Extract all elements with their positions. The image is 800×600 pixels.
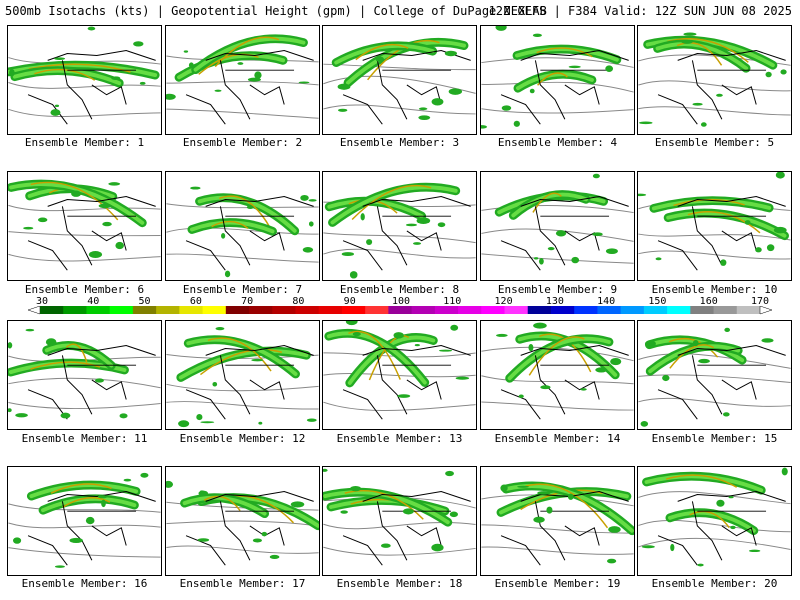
colorbar-bar (27, 306, 773, 315)
colorbar-swatch-21 (504, 306, 529, 314)
ensemble-member-8-caption: Ensemble Member: 8 (339, 283, 460, 296)
ensemble-member-5-map (637, 25, 792, 135)
colorbar-swatch-31 (736, 306, 761, 314)
colorbar-swatch-14 (341, 306, 366, 314)
ensemble-member-18-caption: Ensemble Member: 18 (336, 577, 463, 590)
colorbar-tick-label: 90 (343, 296, 356, 307)
colorbar-swatch-1 (40, 306, 64, 314)
ensemble-member-3-map (322, 25, 477, 135)
colorbar-tick-label: 170 (750, 296, 770, 307)
ensemble-member-1-caption: Ensemble Member: 1 (24, 136, 145, 149)
colorbar-tick-label: 80 (292, 296, 305, 307)
header: 500mb Isotachs (kts) | Geopotential Heig… (0, 0, 800, 22)
colorbar-tick-label: 130 (545, 296, 564, 307)
ensemble-member-9-caption: Ensemble Member: 9 (497, 283, 618, 296)
ensemble-member-10-caption: Ensemble Member: 10 (651, 283, 778, 296)
ensemble-member-6-caption: Ensemble Member: 6 (24, 283, 145, 296)
colorbar-swatch-30 (713, 306, 738, 314)
ensemble-member-2-caption: Ensemble Member: 2 (182, 136, 303, 149)
colorbar-tick-label: 70 (241, 296, 254, 307)
ensemble-member-20-caption: Ensemble Member: 20 (651, 577, 778, 590)
colorbar-swatch-20 (481, 306, 506, 314)
colorbar-swatch-4 (109, 306, 134, 314)
colorbar-tick-label: 160 (699, 296, 718, 307)
ensemble-member-8-map (322, 171, 477, 281)
colorbar-swatch-7 (179, 306, 204, 314)
colorbar-left-extension (27, 306, 41, 315)
colorbar-swatch-15 (365, 306, 389, 314)
header-valid-time: 12Z GEFS | F384 Valid: 12Z SUN JUN 08 20… (488, 4, 792, 18)
ensemble-member-10-map (637, 171, 792, 281)
ensemble-member-15-caption: Ensemble Member: 15 (651, 432, 778, 445)
ensemble-member-16-map (7, 466, 162, 576)
colorbar-swatch-17 (411, 306, 436, 314)
colorbar-swatch-19 (458, 306, 482, 314)
ensemble-member-12-caption: Ensemble Member: 12 (179, 432, 306, 445)
ensemble-member-16-caption: Ensemble Member: 16 (21, 577, 148, 590)
colorbar-tick-label: 150 (648, 296, 667, 307)
colorbar-swatch-5 (132, 306, 157, 314)
ensemble-member-13-map (322, 320, 477, 430)
ensemble-member-11-caption: Ensemble Member: 11 (21, 432, 148, 445)
colorbar-tick-label: 120 (494, 296, 513, 307)
colorbar-right-extension (759, 306, 773, 315)
colorbar-swatch-8 (202, 306, 227, 314)
colorbar-swatch-28 (667, 306, 691, 314)
ensemble-member-7-map (165, 171, 320, 281)
colorbar-swatch-11 (272, 306, 296, 314)
ensemble-member-13-caption: Ensemble Member: 13 (336, 432, 463, 445)
ensemble-member-3-caption: Ensemble Member: 3 (339, 136, 460, 149)
ensemble-member-7-caption: Ensemble Member: 7 (182, 283, 303, 296)
ensemble-member-4-map (480, 25, 635, 135)
colorbar-swatch-12 (295, 306, 320, 314)
colorbar-swatch-9 (225, 306, 250, 314)
colorbar-swatch-25 (597, 306, 622, 314)
colorbar-swatch-3 (86, 306, 111, 314)
colorbar-swatch-13 (318, 306, 343, 314)
colorbar-swatch-23 (550, 306, 575, 314)
ensemble-member-14-caption: Ensemble Member: 14 (494, 432, 621, 445)
colorbar-swatch-29 (690, 306, 715, 314)
colorbar-swatch-6 (156, 306, 180, 314)
colorbar-tick-label: 50 (138, 296, 151, 307)
ensemble-member-2-map (165, 25, 320, 135)
ensemble-member-1-map (7, 25, 162, 135)
header-title: 500mb Isotachs (kts) | Geopotential Heig… (5, 4, 547, 18)
ensemble-member-19-map (480, 466, 635, 576)
colorbar-swatch-10 (249, 306, 273, 314)
ensemble-member-17-caption: Ensemble Member: 17 (179, 577, 306, 590)
colorbar-tick-label: 100 (391, 296, 411, 307)
ensemble-member-15-map (637, 320, 792, 430)
colorbar-tick-label: 140 (597, 296, 616, 307)
colorbar-swatch-18 (434, 306, 459, 314)
ensemble-member-14-map (480, 320, 635, 430)
ensemble-member-12-map (165, 320, 320, 430)
colorbar-tick-label: 30 (35, 296, 49, 307)
colorbar-swatch-22 (527, 306, 552, 314)
colorbar-tick-label: 110 (443, 296, 462, 307)
colorbar-tick-label: 40 (87, 296, 100, 307)
ensemble-member-9-map (480, 171, 635, 281)
ensemble-member-18-map (322, 466, 477, 576)
ensemble-member-5-caption: Ensemble Member: 5 (654, 136, 775, 149)
colorbar-swatch-24 (574, 306, 598, 314)
colorbar-tick-label: 60 (189, 296, 202, 307)
ensemble-member-17-map (165, 466, 320, 576)
ensemble-member-6-map (7, 171, 162, 281)
ensemble-member-11-map (7, 320, 162, 430)
ensemble-member-20-map (637, 466, 792, 576)
ensemble-member-4-caption: Ensemble Member: 4 (497, 136, 618, 149)
colorbar-swatch-16 (388, 306, 413, 314)
colorbar-swatch-27 (643, 306, 668, 314)
colorbar-swatch-2 (63, 306, 87, 314)
colorbar-swatch-26 (620, 306, 645, 314)
ensemble-member-19-caption: Ensemble Member: 19 (494, 577, 621, 590)
colorbar: 30 40 50 60 70 80 90 100 110 120 130 140 150 160 170 (0, 296, 800, 318)
